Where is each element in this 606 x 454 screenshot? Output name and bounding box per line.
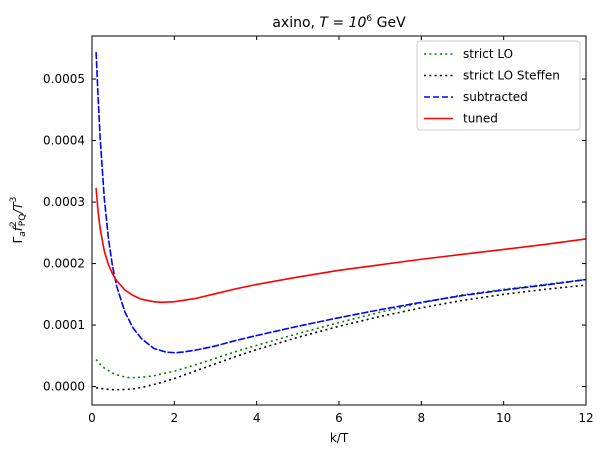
series-line-tuned <box>95 187 586 304</box>
legend-label: subtracted <box>463 90 528 104</box>
x-tick-label: 6 <box>335 411 343 425</box>
y-tick-label: 0.0005 <box>43 72 85 86</box>
series-layer <box>95 51 586 391</box>
tick-layer: 0 2 4 6 8 10 12 0.0000 0.0001 0.0002 0.0003 0.0004 0… <box>43 36 594 425</box>
x-tick-label: 0 <box>88 411 96 425</box>
chart-title: axino, T = 106 GeV <box>272 14 406 31</box>
legend-label: strict LO Steffen <box>463 69 560 83</box>
x-tick-label: 12 <box>578 411 593 425</box>
y-tick-label: 0.0003 <box>43 195 85 209</box>
y-tick-label: 0.0000 <box>43 380 85 394</box>
series-line-subtracted <box>95 51 586 354</box>
x-tick-label: 10 <box>496 411 511 425</box>
x-axis-label: k/T <box>330 431 349 445</box>
series-line-strict-lo-steffen <box>96 284 586 391</box>
legend-label: tuned <box>463 112 498 126</box>
y-tick-label: 0.0001 <box>43 318 85 332</box>
y-tick-label: 0.0004 <box>43 134 85 148</box>
x-tick-label: 4 <box>253 411 261 425</box>
legend-box <box>416 40 581 131</box>
x-tick-label: 2 <box>171 411 179 425</box>
y-axis-label: Γaf2PQ/T3 <box>9 197 28 244</box>
x-tick-label: 8 <box>418 411 426 425</box>
y-tick-label: 0.0002 <box>43 257 85 271</box>
legend: strict LO strict LO Steffen subtracted tune… <box>416 40 581 131</box>
legend-label: strict LO <box>463 47 513 61</box>
